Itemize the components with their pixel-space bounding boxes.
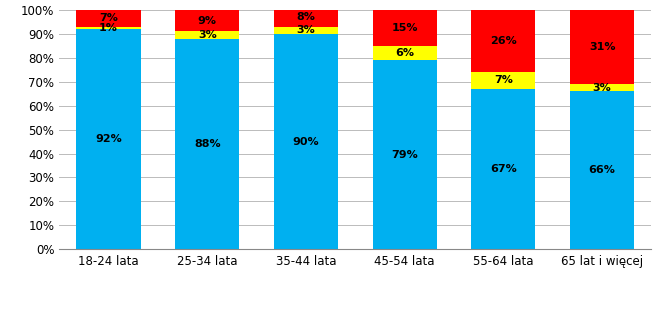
Text: 8%: 8% xyxy=(297,12,315,22)
Bar xyxy=(76,29,141,249)
Bar xyxy=(274,27,338,34)
Text: 26%: 26% xyxy=(490,36,517,46)
Text: 31%: 31% xyxy=(589,42,615,52)
Bar xyxy=(471,89,536,249)
Bar xyxy=(274,34,338,249)
Text: 3%: 3% xyxy=(198,30,216,40)
Text: 7%: 7% xyxy=(99,13,118,23)
Text: 6%: 6% xyxy=(395,48,414,58)
Bar xyxy=(570,84,634,91)
Bar xyxy=(471,72,536,89)
Bar xyxy=(471,10,536,72)
Text: 3%: 3% xyxy=(297,25,315,35)
Text: 90%: 90% xyxy=(293,136,319,147)
Text: 66%: 66% xyxy=(589,165,615,175)
Bar xyxy=(76,27,141,29)
Text: 92%: 92% xyxy=(95,134,122,144)
Bar xyxy=(372,10,437,46)
Bar xyxy=(372,60,437,249)
Text: 79%: 79% xyxy=(392,150,418,160)
Bar xyxy=(175,31,240,39)
Text: 67%: 67% xyxy=(490,164,517,174)
Bar xyxy=(175,10,240,31)
Legend: mam i korzystam, mam i nie korzystam, nie mam: mam i korzystam, mam i nie korzystam, ni… xyxy=(172,327,538,328)
Text: 1%: 1% xyxy=(99,23,118,33)
Text: 88%: 88% xyxy=(194,139,220,149)
Bar xyxy=(175,39,240,249)
Bar xyxy=(570,91,634,249)
Text: 9%: 9% xyxy=(198,16,216,26)
Text: 3%: 3% xyxy=(593,83,611,92)
Bar xyxy=(570,10,634,84)
Bar xyxy=(274,8,338,27)
Text: 15%: 15% xyxy=(392,23,418,33)
Bar xyxy=(372,46,437,60)
Bar xyxy=(76,10,141,27)
Text: 7%: 7% xyxy=(494,75,513,86)
